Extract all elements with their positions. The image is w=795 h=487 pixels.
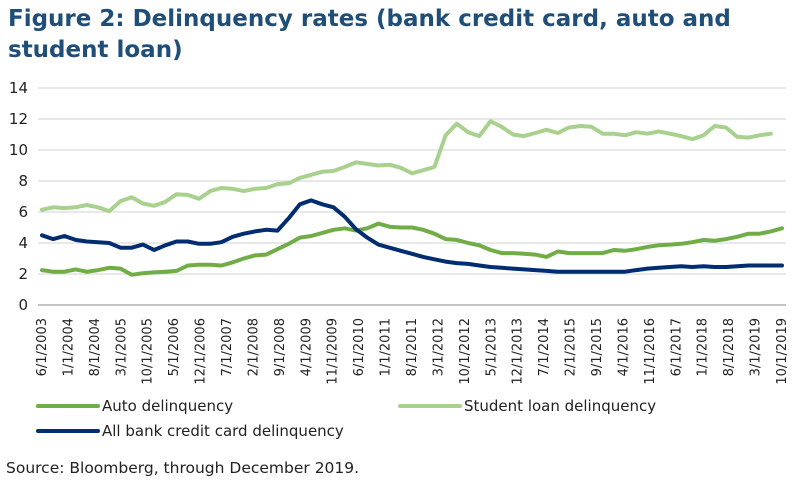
legend-label-2: All bank credit card delinquency — [102, 422, 344, 440]
x-tick-label: 1/1/2004 — [61, 318, 76, 376]
x-tick-label: 8/1/2018 — [722, 318, 737, 376]
x-tick-label: 3/1/2019 — [749, 318, 764, 376]
x-tick-label: 6/1/2003 — [35, 318, 50, 376]
x-tick-label: 3/1/2012 — [431, 318, 446, 376]
x-tick-label: 5/1/2013 — [484, 318, 499, 376]
source-note: Source: Bloomberg, through December 2019… — [6, 459, 360, 477]
gridlines — [38, 87, 786, 306]
legend-label-0: Auto delinquency — [102, 397, 233, 415]
y-axis-ticks: 0 2 4 6 8 10 12 14 — [9, 79, 28, 314]
series-line-1 — [40, 119, 773, 214]
x-tick-label: 11/1/2009 — [326, 318, 341, 385]
y-tick-label: 12 — [9, 110, 28, 128]
y-tick-label: 0 — [18, 296, 28, 314]
y-tick-label: 10 — [9, 141, 28, 159]
y-tick-label: 14 — [9, 79, 28, 97]
x-tick-label: 10/1/2012 — [458, 318, 473, 385]
x-tick-label: 8/1/2004 — [88, 318, 103, 376]
x-tick-label: 9/1/2008 — [273, 318, 288, 376]
y-tick-label: 8 — [18, 172, 28, 190]
series-line-0 — [40, 221, 784, 277]
y-tick-label: 6 — [18, 203, 28, 221]
x-tick-label: 12/1/2013 — [511, 318, 526, 385]
x-tick-label: 9/1/2015 — [590, 318, 605, 376]
x-tick-label: 7/1/2014 — [537, 318, 552, 376]
x-tick-label: 5/1/2006 — [167, 318, 182, 376]
x-tick-label: 3/1/2005 — [114, 318, 129, 376]
chart-title: Figure 2: Delinquency rates (bank credit… — [8, 6, 731, 63]
x-tick-label: 8/1/2011 — [405, 318, 420, 376]
y-tick-label: 4 — [18, 234, 28, 252]
x-tick-label: 11/1/2016 — [643, 318, 658, 385]
x-tick-label: 4/1/2009 — [299, 318, 314, 376]
legend: Auto delinquency Student loan delinquency… — [36, 397, 656, 440]
x-tick-label: 2/1/2015 — [564, 318, 579, 376]
series-lines — [40, 119, 784, 277]
x-tick-label: 10/1/2005 — [141, 318, 156, 385]
x-tick-label: 4/1/2016 — [616, 318, 631, 376]
x-tick-label: 6/1/2010 — [352, 318, 367, 376]
x-tick-label: 1/1/2018 — [696, 318, 711, 376]
x-tick-label: 2/1/2008 — [246, 318, 261, 376]
x-tick-label: 10/1/2019 — [775, 318, 790, 385]
x-tick-label: 12/1/2006 — [194, 318, 209, 385]
x-tick-label: 7/1/2007 — [220, 318, 235, 376]
y-tick-label: 2 — [18, 265, 28, 283]
x-tick-label: 6/1/2017 — [669, 318, 684, 376]
x-axis-ticks: 6/1/2003 1/1/2004 8/1/2004 3/1/2005 10/1/200… — [35, 318, 790, 385]
legend-label-1: Student loan delinquency — [464, 397, 656, 415]
x-tick-label: 1/1/2011 — [379, 318, 394, 376]
series-line-2 — [40, 198, 784, 274]
